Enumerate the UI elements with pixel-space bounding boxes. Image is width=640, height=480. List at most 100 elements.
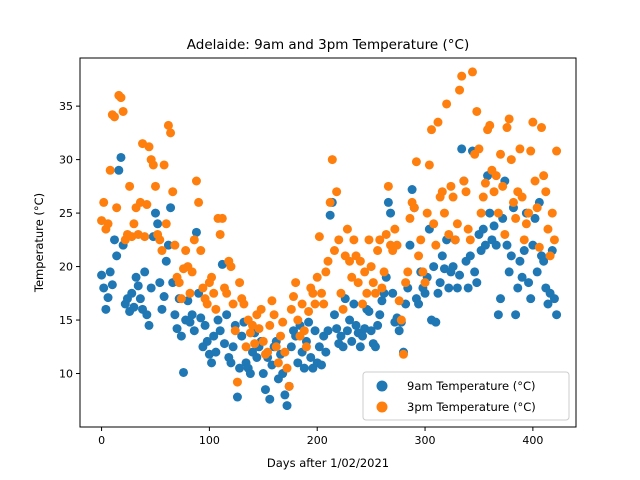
data-point [381, 229, 391, 239]
data-point [502, 123, 512, 133]
data-point [327, 155, 337, 165]
data-point [409, 203, 419, 213]
data-point [99, 283, 109, 293]
data-point [362, 288, 372, 298]
data-point [179, 367, 189, 377]
data-point [304, 306, 314, 316]
data-point [496, 149, 506, 159]
data-point [209, 288, 219, 298]
data-point [422, 208, 432, 218]
legend-marker-9am [376, 380, 388, 392]
data-point [241, 342, 251, 352]
data-point [207, 358, 217, 368]
data-point [476, 208, 486, 218]
data-point [515, 256, 525, 266]
chart-title: Adelaide: 9am and 3pm Temperature (°C) [187, 37, 469, 53]
data-point [444, 283, 454, 293]
y-tick-label: 15 [59, 314, 73, 327]
data-point [211, 347, 221, 357]
data-point [547, 208, 557, 218]
data-point [185, 288, 195, 298]
data-point [239, 299, 249, 309]
data-point [159, 292, 169, 302]
data-point [435, 278, 445, 288]
data-point [502, 240, 512, 250]
data-point [140, 232, 150, 242]
data-point [194, 197, 204, 207]
y-tick-label: 10 [59, 368, 73, 381]
data-point [491, 240, 501, 250]
data-point [245, 328, 255, 338]
data-point [131, 272, 141, 282]
data-point [377, 283, 387, 293]
data-point [526, 294, 536, 304]
x-axis: 0 100 200 300 400 [98, 427, 543, 447]
data-point [541, 187, 551, 197]
data-point [411, 157, 421, 167]
data-point [319, 299, 329, 309]
data-point [459, 176, 469, 186]
data-point [155, 235, 165, 245]
data-point [457, 144, 467, 154]
data-point [519, 235, 529, 245]
data-point [532, 203, 542, 213]
data-point [304, 317, 314, 327]
data-point [444, 229, 454, 239]
data-point [524, 208, 534, 218]
data-point [286, 304, 296, 314]
data-point [353, 278, 363, 288]
data-point [332, 187, 342, 197]
data-point [172, 324, 182, 334]
data-point [112, 203, 122, 213]
data-point [282, 363, 292, 373]
data-point [329, 246, 339, 256]
data-point [112, 251, 122, 261]
data-point [498, 181, 508, 191]
data-point [196, 313, 206, 323]
data-point [202, 299, 212, 309]
data-point [545, 251, 555, 261]
data-point [403, 267, 413, 277]
data-point [265, 320, 275, 330]
legend-marker-3pm [376, 401, 388, 413]
x-tick-label: 300 [415, 434, 436, 447]
y-tick-label: 35 [59, 100, 73, 113]
data-point [517, 272, 527, 282]
data-point [504, 114, 514, 124]
data-point [405, 240, 415, 250]
data-point [163, 240, 173, 250]
data-point [254, 324, 264, 334]
data-point [414, 299, 424, 309]
data-point [200, 320, 210, 330]
x-tick-label: 0 [98, 434, 105, 447]
data-point [467, 67, 477, 77]
data-point [351, 320, 361, 330]
data-point [269, 310, 279, 320]
data-point [146, 283, 156, 293]
data-point [163, 120, 173, 130]
data-point [465, 235, 475, 245]
data-point [185, 317, 195, 327]
data-point [398, 349, 408, 359]
x-tick-label: 400 [522, 434, 543, 447]
data-point [539, 171, 549, 181]
data-point [291, 278, 301, 288]
data-point [508, 197, 518, 207]
data-point [345, 315, 355, 325]
data-point [170, 240, 180, 250]
data-point [521, 219, 531, 229]
data-point [461, 187, 471, 197]
data-point [532, 267, 542, 277]
data-point [325, 197, 335, 207]
data-point [429, 219, 439, 229]
data-point [280, 347, 290, 357]
data-point [187, 267, 197, 277]
data-point [299, 326, 309, 336]
data-point [355, 342, 365, 352]
data-point [299, 363, 309, 373]
data-point [232, 392, 242, 402]
data-point [485, 208, 495, 218]
data-point [323, 326, 333, 336]
data-point [129, 302, 139, 312]
data-point [286, 342, 296, 352]
